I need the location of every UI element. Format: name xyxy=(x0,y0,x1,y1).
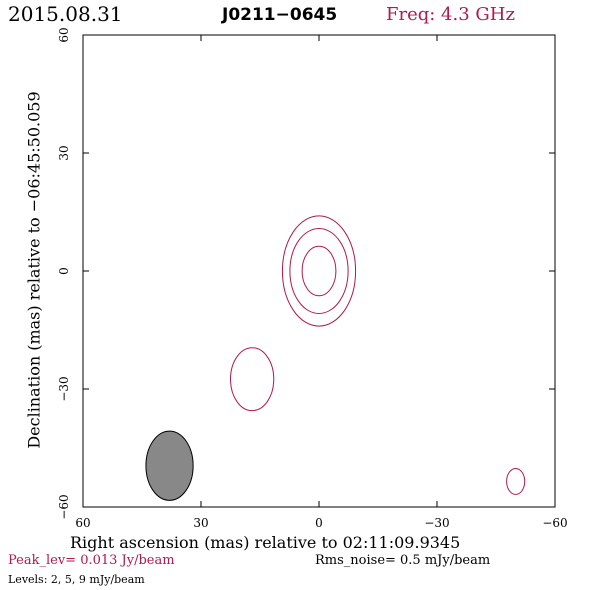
x-tick-label: −30 xyxy=(424,516,449,530)
observation-date: 2015.08.31 xyxy=(8,2,123,26)
contour-core-inner xyxy=(301,245,337,297)
x-tick-label: −60 xyxy=(542,516,567,530)
beam-group xyxy=(145,430,194,501)
contour-small-blob xyxy=(506,467,526,495)
y-tick-label: 0 xyxy=(57,267,71,275)
contour-core-middle xyxy=(289,228,349,314)
x-axis-label: Right ascension (mas) relative to 02:11:… xyxy=(70,533,461,552)
source-name: J0211−0645 xyxy=(222,5,338,25)
contours xyxy=(230,215,526,495)
beam-ellipse xyxy=(145,430,194,501)
y-axis-label: Declination (mas) relative to −06:45:50.… xyxy=(24,91,44,449)
contour-jet-blob xyxy=(230,347,275,412)
peak-level: Peak_lev= 0.013 Jy/beam xyxy=(8,553,175,568)
rms-noise: Rms_noise= 0.5 mJy/beam xyxy=(315,553,491,568)
plot-frame xyxy=(82,34,556,508)
x-tick-label: 30 xyxy=(193,516,208,530)
axis-ticks xyxy=(82,34,556,508)
y-tick-label: −60 xyxy=(57,494,71,519)
y-tick-label: −30 xyxy=(57,376,71,401)
x-tick-label: 60 xyxy=(75,516,90,530)
y-tick-label: 30 xyxy=(57,145,71,160)
y-tick-label: 60 xyxy=(57,27,71,42)
contour-core-outer xyxy=(281,215,357,327)
x-tick-label: 0 xyxy=(315,516,323,530)
contour-levels: Levels: 2, 5, 9 mJy/beam xyxy=(8,573,145,586)
axis-tick-labels: 60 30 0 −30 −60 −60 −30 0 30 60 xyxy=(57,27,568,530)
frequency-label: Freq: 4.3 GHz xyxy=(386,4,515,25)
